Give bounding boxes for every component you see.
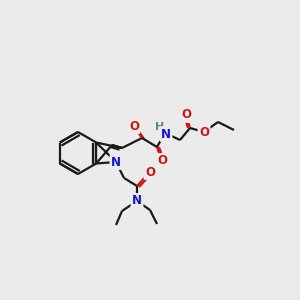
Text: N: N [132, 194, 142, 208]
Text: O: O [181, 109, 191, 122]
Text: O: O [199, 125, 209, 139]
Text: O: O [145, 166, 155, 178]
Text: H: H [155, 122, 165, 132]
Text: N: N [161, 128, 171, 140]
Text: O: O [157, 154, 167, 167]
Text: O: O [129, 119, 139, 133]
Text: N: N [111, 155, 121, 169]
